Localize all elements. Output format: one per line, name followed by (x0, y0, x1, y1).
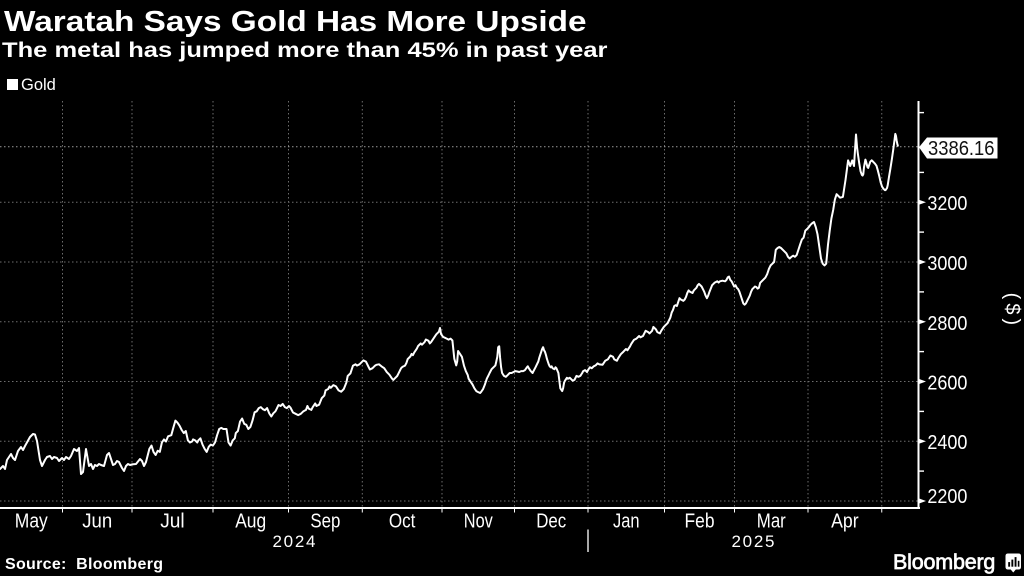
svg-text:2600: 2600 (927, 373, 967, 395)
svg-text:2200: 2200 (927, 486, 967, 508)
svg-text:Apr: Apr (831, 510, 859, 532)
svg-text:Feb: Feb (685, 510, 715, 532)
svg-text:3200: 3200 (927, 193, 967, 215)
svg-text:Jul: Jul (160, 510, 185, 532)
svg-text:Mar: Mar (757, 510, 786, 532)
svg-text:2800: 2800 (927, 313, 967, 335)
svg-text:2025: 2025 (732, 532, 775, 551)
svg-text:Jun: Jun (82, 510, 112, 532)
svg-text:Sep: Sep (310, 510, 340, 532)
svg-text:Dec: Dec (536, 510, 566, 532)
svg-text:Aug: Aug (235, 510, 266, 532)
svg-text:2400: 2400 (927, 432, 967, 454)
svg-text:Nov: Nov (464, 510, 493, 532)
svg-text:3386.16: 3386.16 (928, 138, 995, 160)
svg-text:May: May (15, 510, 48, 532)
svg-text:Oct: Oct (389, 510, 416, 532)
svg-text:Jan: Jan (613, 510, 640, 532)
svg-text:($): ($) (1001, 293, 1023, 329)
svg-text:3000: 3000 (927, 253, 967, 275)
svg-text:2024: 2024 (273, 532, 316, 551)
